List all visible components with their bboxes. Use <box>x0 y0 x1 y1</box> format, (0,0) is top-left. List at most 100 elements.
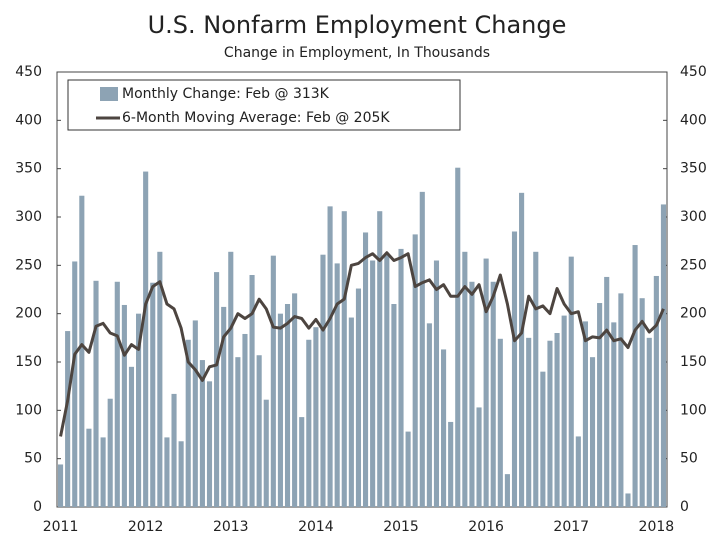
y2-tick-label: 150 <box>680 354 707 370</box>
bar <box>497 338 503 507</box>
legend-label: 6-Month Moving Average: Feb @ 205K <box>122 110 390 126</box>
chart-title: U.S. Nonfarm Employment Change <box>148 11 567 39</box>
bar <box>121 304 127 507</box>
y2-tick-label: 450 <box>680 64 707 80</box>
bar <box>370 260 376 507</box>
bar <box>582 321 588 507</box>
bar <box>639 298 645 507</box>
bar <box>171 393 177 507</box>
bar <box>143 171 149 508</box>
plot-frame <box>56 71 668 508</box>
y-tick-label: 350 <box>15 161 42 177</box>
bar <box>660 204 667 507</box>
y-tick-label: 0 <box>33 499 42 515</box>
x-tick-label: 2018 <box>639 519 675 535</box>
bar <box>235 357 241 507</box>
bar <box>526 337 532 507</box>
bar <box>448 421 454 507</box>
y2-tick-label: 350 <box>680 161 707 177</box>
bar <box>377 211 383 507</box>
y2-tick-label: 400 <box>680 112 707 128</box>
y-tick-label: 450 <box>15 64 42 80</box>
bar <box>618 293 624 507</box>
bar <box>575 436 581 507</box>
bar <box>462 251 468 507</box>
bar <box>306 339 312 507</box>
bar <box>65 331 71 507</box>
bar <box>136 313 142 507</box>
bar <box>554 333 560 507</box>
x-tick-label: 2013 <box>213 519 249 535</box>
bar <box>249 275 255 507</box>
bar <box>455 167 461 507</box>
bar <box>533 251 539 507</box>
bar <box>391 304 397 507</box>
bar <box>228 251 234 507</box>
bar <box>327 206 333 507</box>
bar <box>185 339 191 507</box>
bar <box>320 254 326 507</box>
y-tick-label: 150 <box>15 354 42 370</box>
bar <box>519 192 525 508</box>
bar <box>206 381 213 507</box>
bar <box>57 464 64 507</box>
bar <box>277 313 283 507</box>
bar <box>568 256 574 507</box>
bar <box>483 258 489 507</box>
bar <box>299 417 305 507</box>
y-tick-label: 50 <box>24 451 42 467</box>
bar <box>476 407 482 507</box>
bar <box>242 333 248 507</box>
x-tick-label: 2015 <box>383 519 419 535</box>
bar <box>313 327 319 507</box>
y-tick-label: 100 <box>15 402 42 418</box>
legend-swatch <box>100 87 118 101</box>
x-tick-label: 2012 <box>128 519 164 535</box>
bar <box>504 474 510 507</box>
bar <box>405 431 411 507</box>
bar <box>263 399 269 507</box>
bar <box>107 398 113 507</box>
x-tick-label: 2011 <box>43 519 79 535</box>
x-tick-label: 2017 <box>553 519 589 535</box>
bar <box>561 315 567 507</box>
bar <box>93 280 99 507</box>
y2-tick-label: 100 <box>680 402 707 418</box>
bar <box>398 248 404 507</box>
y2-tick-label: 50 <box>680 451 698 467</box>
bar <box>192 320 198 507</box>
bar <box>341 211 347 507</box>
bar <box>653 275 659 507</box>
bar <box>469 281 475 507</box>
y2-tick-label: 0 <box>680 499 689 515</box>
bar <box>150 282 156 507</box>
bar <box>348 317 354 507</box>
bar <box>214 272 220 507</box>
y2-tick-label: 300 <box>680 209 707 225</box>
line <box>59 251 665 437</box>
legend-label: Monthly Change: Feb @ 313K <box>122 86 330 102</box>
y-tick-label: 250 <box>15 257 42 273</box>
x-tick-label: 2016 <box>468 519 504 535</box>
bar <box>540 371 546 507</box>
bar <box>164 437 170 507</box>
bar <box>72 261 78 507</box>
y2-tick-label: 250 <box>680 257 707 273</box>
bar <box>419 191 425 507</box>
bar <box>412 234 418 507</box>
bar <box>256 355 262 507</box>
y-tick-label: 400 <box>15 112 42 128</box>
bar <box>441 349 447 507</box>
bar <box>646 337 652 507</box>
bar <box>355 288 362 507</box>
bar <box>384 254 390 507</box>
bar <box>362 232 369 507</box>
bar <box>284 304 291 507</box>
bar <box>589 357 596 507</box>
legend-box <box>67 79 461 131</box>
bar <box>426 323 432 507</box>
bar <box>625 493 631 507</box>
bar <box>511 231 518 507</box>
bar <box>221 306 227 507</box>
